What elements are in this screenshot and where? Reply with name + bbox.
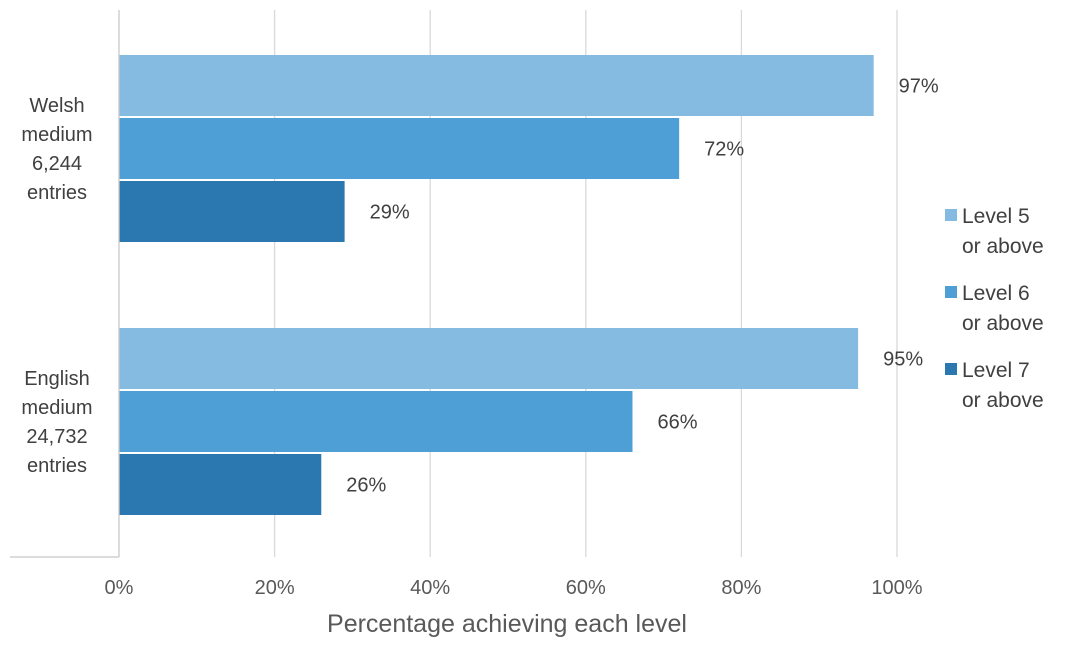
legend-label: Level 6 or above [962,282,1044,335]
x-axis-title: Percentage achieving each level [327,610,687,638]
data-label: 95% [883,349,923,371]
bar [119,391,633,452]
data-label: 26% [346,475,386,497]
category-label: English medium 24,732 entries [21,368,92,477]
data-label: 72% [704,139,744,161]
x-tick-label: 0% [105,577,134,599]
legend-swatch [945,363,957,375]
x-tick-label: 20% [255,577,295,599]
bar [119,118,680,179]
legend-swatch [945,286,957,298]
legend-swatch [945,209,957,221]
category-labels: Welsh medium 6,244 entries English medium 24,7… [21,95,92,477]
category-label: Welsh medium 6,244 entries [21,95,92,204]
legend-label: Level 5 or above [962,205,1044,258]
bar [119,181,345,242]
axes [10,10,120,558]
bar [119,454,322,515]
bar [119,328,859,389]
data-label: 66% [657,412,697,434]
bar [119,55,874,116]
x-tick-label: 100% [871,577,922,599]
bars [119,55,874,515]
x-tick-labels: 0% 20% 40% 60% 80% 100% [105,577,923,599]
x-tick-label: 60% [566,577,606,599]
x-tick-label: 40% [410,577,450,599]
data-label: 97% [899,76,939,98]
legend: Level 5 or above Level 6 or above Level 7 or … [945,205,1044,412]
x-tick-label: 80% [721,577,761,599]
data-label: 29% [370,202,410,224]
data-labels: 97% 72% 29% 95% 66% 26% [346,76,939,497]
legend-label: Level 7 or above [962,359,1044,412]
